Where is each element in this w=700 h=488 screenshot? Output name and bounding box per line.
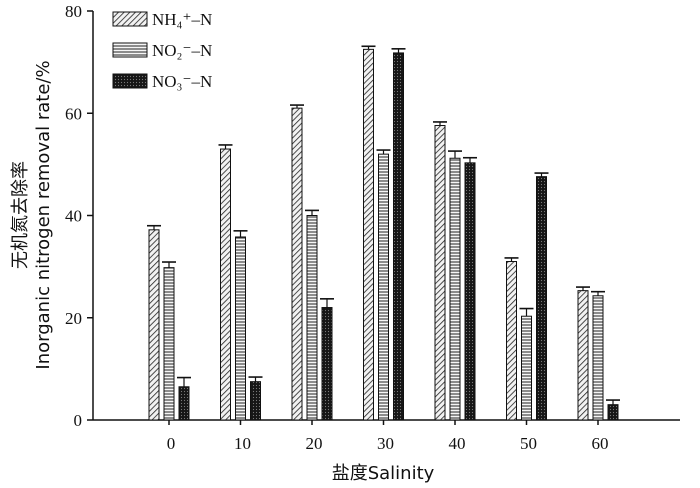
legend-item-no2: NO₂⁻–N	[112, 41, 212, 60]
x-tick-label: 60	[592, 434, 609, 453]
y-tick-label: 60	[65, 104, 82, 123]
bar-no3-40	[464, 162, 476, 421]
y-tick-label: 40	[65, 207, 82, 226]
bar-no3-10	[250, 381, 261, 421]
bar-no2-20	[306, 215, 318, 421]
bar-no2-0	[163, 267, 175, 421]
legend-label-nh4: NH₄⁺–N	[152, 10, 212, 29]
y-axis-title-cn: 无机氮去除率	[10, 161, 31, 269]
y-tick-label: 0	[74, 411, 83, 430]
bar-no3-20	[321, 307, 333, 421]
bar-nh4-60	[577, 290, 589, 421]
bar-nh4-50	[506, 261, 517, 421]
legend-swatch-no3	[112, 73, 148, 89]
bar-nh4-20	[291, 107, 303, 421]
x-tick-label: 10	[234, 434, 251, 453]
legend-label-no2: NO₂⁻–N	[152, 41, 212, 60]
y-tick-label: 20	[65, 309, 82, 328]
x-tick-label: 50	[520, 434, 537, 453]
legend-swatch-nh4	[112, 11, 148, 27]
x-ticks: 0 10 20 30 40 50 60	[167, 420, 609, 453]
bar-no3-0	[178, 386, 190, 421]
bar-no3-30	[393, 52, 404, 421]
bar-no2-10	[235, 236, 246, 421]
bar-no2-60	[592, 295, 604, 421]
bars	[148, 48, 619, 421]
legend-item-no3: NO₃⁻–N	[112, 72, 212, 91]
y-axis-title: 无机氮去除率	[10, 161, 31, 269]
bar-no3-50	[536, 176, 547, 421]
x-axis-title: 盐度Salinity	[332, 463, 435, 484]
y-axis-title-en: Inorganic nitrogen removal rate/%	[33, 60, 54, 369]
x-tick-label: 30	[377, 434, 394, 453]
x-tick-label: 0	[167, 434, 176, 453]
legend-item-nh4: NH₄⁺–N	[112, 10, 212, 29]
legend: NH₄⁺–N NO₂⁻–N NO₃⁻–N	[112, 10, 212, 91]
error-bars	[147, 45, 620, 405]
bar-no3-60	[607, 404, 619, 421]
legend-label-no3: NO₃⁻–N	[152, 72, 212, 91]
y-tick-label: 80	[65, 2, 82, 21]
x-tick-label: 20	[306, 434, 323, 453]
y-axis-title-en-group: Inorganic nitrogen removal rate/%	[33, 60, 54, 369]
bar-nh4-0	[148, 229, 160, 421]
bar-nh4-30	[363, 48, 374, 421]
bar-no2-50	[521, 315, 532, 421]
bar-no2-30	[378, 153, 389, 421]
bar-nh4-40	[434, 125, 446, 421]
bar-no2-40	[449, 157, 461, 421]
legend-swatch-no2	[112, 42, 148, 58]
bar-nh4-10	[220, 148, 231, 421]
x-tick-label: 40	[449, 434, 466, 453]
y-ticks: 0 20 40 60 80	[65, 2, 93, 430]
